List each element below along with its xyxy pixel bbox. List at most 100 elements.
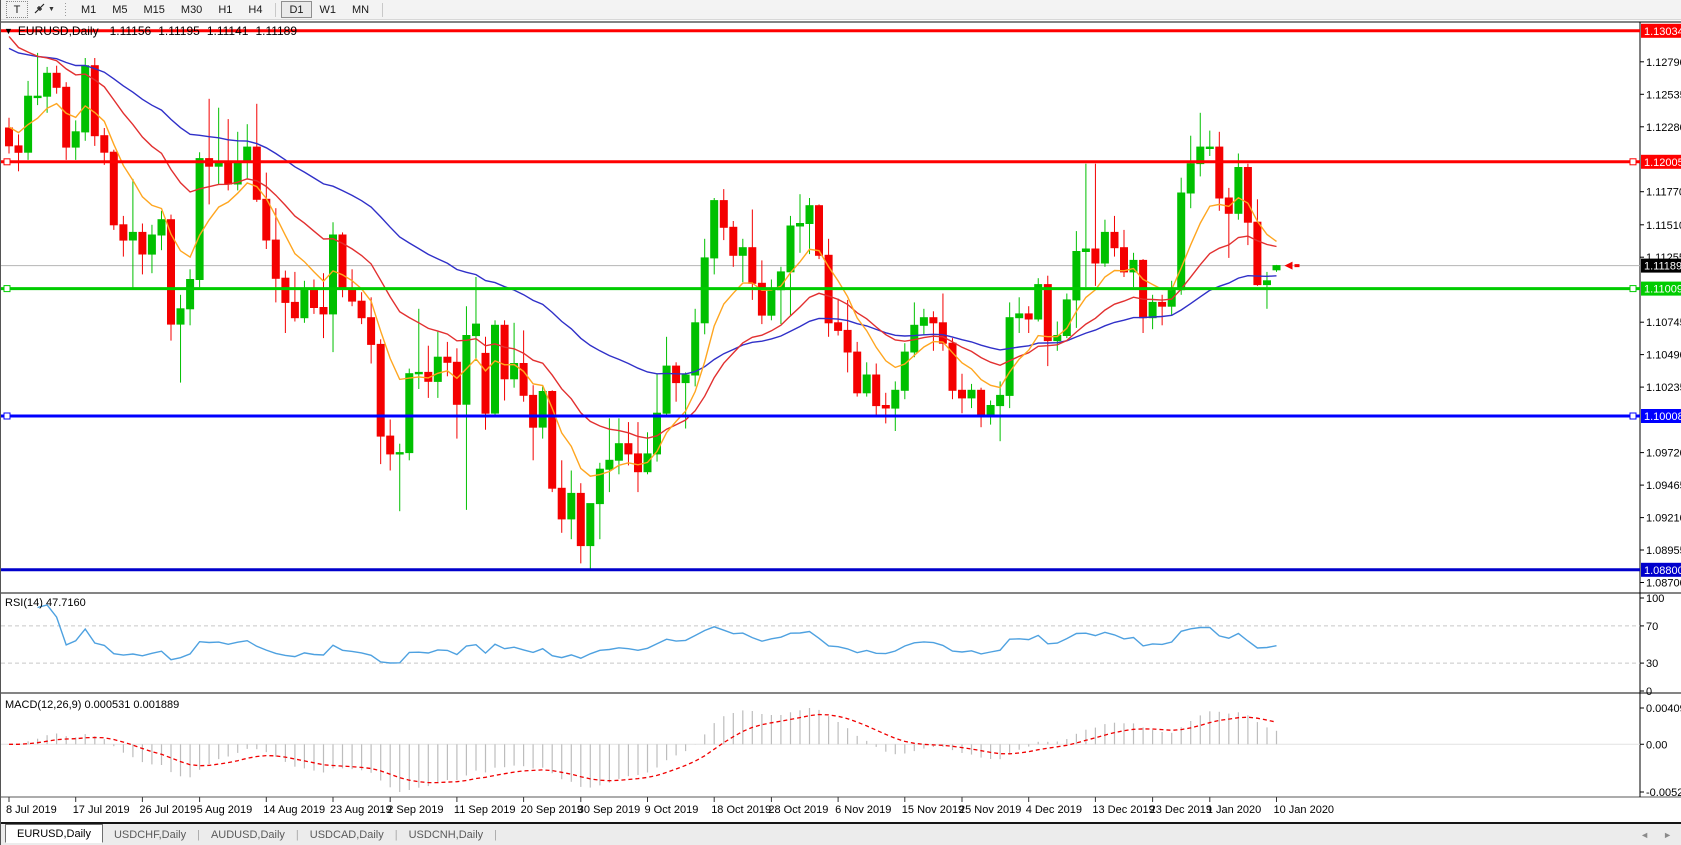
candle [1196,146,1205,165]
candle [1167,289,1176,307]
candle [1253,221,1262,286]
timeframe-button-w1[interactable]: W1 [319,3,337,16]
candle [929,317,938,324]
hline-handle[interactable] [1629,412,1637,420]
hline-handle[interactable] [1629,285,1637,293]
toolbar-separator [63,2,67,17]
candle [433,356,442,382]
candle [843,329,852,353]
symbol-tab-usdcad[interactable]: USDCAD,Daily [309,828,384,841]
timeframe-button-m5[interactable]: M5 [112,3,128,16]
candle [176,308,185,325]
candle [614,443,623,461]
candle [376,343,385,437]
candle [138,231,147,255]
price-level-chip [1641,281,1681,296]
candle [367,317,376,345]
hline-handle[interactable] [3,285,11,293]
candle [1034,284,1043,320]
timeframe-button-h4[interactable]: H4 [248,3,263,16]
price-tick-label: 1.09720 [1646,448,1681,460]
candle [100,135,109,153]
rsi-scale-label: 100 [1646,593,1664,605]
rsi-scale-label: 30 [1646,658,1658,670]
candle [662,365,671,414]
macd-scale-label: 0.00 [1646,739,1667,751]
rsi-indicator-label: RSI(14) 47.7160 [5,597,86,609]
date-label: 18 Oct 2019 [711,804,771,816]
tab-separator: | [494,828,498,841]
toolbar-separator [382,2,384,17]
tab-separator: | [394,828,398,841]
symbol-tab-audusd[interactable]: AUDUSD,Daily [210,828,285,841]
candle [757,282,766,316]
toolbar-separator [275,2,277,17]
timeframe-button-m15[interactable]: M15 [143,3,165,16]
candle [729,226,738,256]
candle [634,453,642,473]
candle [1081,248,1090,252]
tab-scroll-arrows: ◄ ► [1640,830,1672,840]
price-tick-label: 1.11510 [1646,220,1681,232]
macd-scale-label: -0.005273 [1646,787,1681,799]
candle [147,234,156,255]
macd-indicator-label: MACD(12,26,9) 0.000531 0.001889 [5,699,180,711]
hline-handle[interactable] [3,412,11,420]
candle [538,391,547,428]
date-label: 17 Jul 2019 [73,804,130,816]
timeframe-button-m1[interactable]: M1 [80,3,97,16]
candle [224,161,233,185]
tab-scroll-right-icon[interactable]: ► [1663,829,1672,840]
price-tick-label: 1.10235 [1646,382,1681,394]
timeframe-button-group: M1 M5 M15 M30 H1 H4 D1 W1 MN [73,1,388,18]
price-tick-label: 1.12280 [1646,122,1681,134]
price-tick-label: 1.12790 [1646,57,1681,69]
date-label: 15 Nov 2019 [902,804,964,816]
date-label: 14 Aug 2019 [263,804,325,816]
timeframe-button-d1[interactable]: D1 [281,1,312,18]
candle [43,72,52,97]
candle [157,219,166,236]
chart-title: EURUSD,Daily [17,24,99,38]
candle [386,435,395,455]
tab-scroll-left-icon[interactable]: ◄ [1640,829,1650,840]
candle [357,300,366,319]
hline-handle[interactable] [1629,158,1637,166]
candle [853,351,862,394]
timeframe-button-h1[interactable]: H1 [218,3,233,16]
candle [1120,247,1128,273]
rsi-scale-label: 70 [1646,621,1658,633]
chart-tools-button[interactable]: ▼ [28,1,60,18]
macd-scale-label: 0.004095 [1646,703,1681,715]
price-tick-label: 1.10490 [1646,350,1681,362]
rsi-line [37,604,1277,664]
text-tool-button[interactable]: T [6,1,28,18]
symbol-tab-eurusd[interactable]: EURUSD,Daily [5,824,103,843]
timeframe-button-mn[interactable]: MN [352,3,370,16]
candle [1234,167,1243,214]
candle [1186,163,1195,194]
rsi-scale-label: 0 [1646,686,1652,698]
candle [52,72,61,88]
candle [500,324,509,380]
date-label: 10 Jan 2020 [1274,804,1335,816]
price-level-chip-text: 1.10008 [1644,411,1681,423]
date-label: 2 Sep 2019 [387,804,443,816]
price-tick-label: 1.11770 [1646,187,1681,199]
candle [576,492,585,547]
chart-collapse-arrow-icon[interactable]: ▼ [4,26,13,36]
symbol-tab-usdcnh[interactable]: USDCNH,Daily [408,828,484,841]
candle [834,322,843,331]
candle [90,65,99,137]
symbol-tab-usdchf[interactable]: USDCHF,Daily [113,828,187,841]
hline-handle[interactable] [3,158,11,166]
candle [71,131,80,148]
timeframe-button-m30[interactable]: M30 [180,3,203,16]
chart-canvas[interactable]: 1.13034 1.12005 1.11009 1.10008 1.08800 1.127… [1,20,1681,822]
macd-histogram [17,708,1278,792]
date-label: 9 Oct 2019 [645,804,699,816]
candle [319,307,328,315]
candle [767,289,776,316]
candle [967,389,976,399]
